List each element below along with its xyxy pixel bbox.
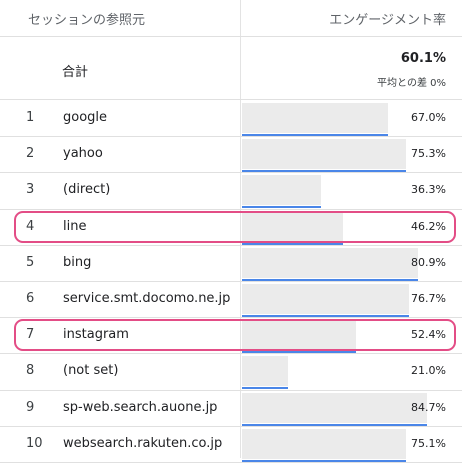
row-divider (0, 244, 462, 246)
session-source-name[interactable]: yahoo (63, 146, 103, 162)
engagement-rate-value: 75.1% (411, 436, 446, 450)
engagement-bar-line (242, 423, 427, 426)
engagement-bar (242, 320, 357, 351)
table-row[interactable]: 4 line 46.2% (0, 209, 462, 245)
row-divider (0, 208, 462, 210)
engagement-rate-value: 76.7% (411, 292, 446, 305)
table-row[interactable]: 2 yahoo 75.3% (0, 136, 462, 173)
row-divider (0, 281, 462, 282)
total-value: 60.1% (400, 51, 446, 66)
session-source-name[interactable]: (direct) (63, 182, 111, 198)
engagement-bar-line (242, 315, 410, 317)
table-row[interactable]: 7 instagram 52.4% (0, 317, 462, 354)
row-divider (0, 99, 462, 100)
session-source-name[interactable]: google (63, 110, 108, 125)
engagement-rate-value: 67.0% (411, 111, 446, 124)
column-header-engagement-rate[interactable]: エンゲージメント率 (329, 13, 446, 28)
engagement-rate-value: 52.4% (411, 328, 446, 342)
row-index: 9 (26, 399, 35, 415)
engagement-bar (242, 284, 410, 314)
table-row[interactable]: 1 google 67.0% (0, 100, 462, 136)
engagement-bar-line (242, 242, 343, 245)
total-label: 合計 (62, 65, 89, 80)
table-row[interactable]: 10 websearch.rakuten.co.jp 75.1% (0, 426, 462, 462)
column-divider (240, 0, 241, 458)
session-source-name[interactable]: websearch.rakuten.co.jp (63, 435, 223, 451)
column-header-source[interactable]: セッションの参照元 (28, 13, 146, 28)
engagement-bar (242, 392, 427, 423)
engagement-bar-line (242, 351, 357, 354)
row-index: 1 (26, 110, 35, 125)
engagement-rate-value: 75.3% (411, 147, 446, 161)
session-source-name[interactable]: bing (63, 254, 92, 270)
row-index: 7 (26, 327, 35, 343)
engagement-bar (242, 247, 419, 278)
total-row: 合計 60.1% 平均との差 0% (0, 36, 462, 99)
engagement-bar-line (242, 206, 322, 209)
engagement-bar (242, 139, 407, 170)
row-index: 2 (26, 146, 35, 162)
engagement-bar (242, 356, 288, 387)
row-divider (0, 317, 462, 319)
engagement-rate-value: 84.7% (411, 400, 446, 414)
session-source-name[interactable]: sp-web.search.auone.jp (63, 399, 218, 415)
table-header: セッションの参照元 エンゲージメント率 (0, 0, 462, 36)
row-divider (0, 389, 462, 391)
row-index: 6 (26, 291, 35, 306)
session-source-name[interactable]: line (63, 218, 87, 234)
engagement-bar (242, 103, 389, 133)
row-divider (0, 172, 462, 174)
session-source-name[interactable]: (not set) (63, 363, 119, 379)
row-divider (0, 353, 462, 355)
row-divider (0, 425, 462, 427)
row-index: 4 (26, 218, 35, 234)
engagement-bar-line (242, 134, 389, 136)
row-index: 5 (26, 254, 35, 270)
row-index: 10 (26, 435, 43, 451)
engagement-bar-line (242, 387, 288, 390)
engagement-bar-line (242, 170, 407, 173)
engagement-bar (242, 211, 343, 242)
engagement-bar (242, 175, 322, 206)
total-diff-from-average: 平均との差 0% (377, 78, 446, 89)
row-divider (0, 136, 462, 138)
table-row[interactable]: 6 service.smt.docomo.ne.jp 76.7% (0, 281, 462, 317)
engagement-bar-line (242, 278, 419, 281)
table-row[interactable]: 9 sp-web.search.auone.jp 84.7% (0, 390, 462, 426)
table-row[interactable]: 5 bing 80.9% (0, 245, 462, 281)
table-row[interactable]: 8 (not set) 21.0% (0, 353, 462, 390)
engagement-rate-value: 46.2% (411, 219, 446, 233)
session-source-name[interactable]: instagram (63, 327, 129, 343)
engagement-rate-value: 36.3% (411, 183, 446, 197)
table-row[interactable]: 3 (direct) 36.3% (0, 172, 462, 209)
engagement-bar (242, 428, 406, 459)
engagement-rate-value: 80.9% (411, 255, 446, 269)
row-divider (0, 36, 462, 37)
session-source-name[interactable]: service.smt.docomo.ne.jp (63, 291, 231, 306)
row-index: 8 (26, 363, 35, 379)
row-index: 3 (26, 182, 35, 198)
engagement-rate-value: 21.0% (411, 364, 446, 378)
